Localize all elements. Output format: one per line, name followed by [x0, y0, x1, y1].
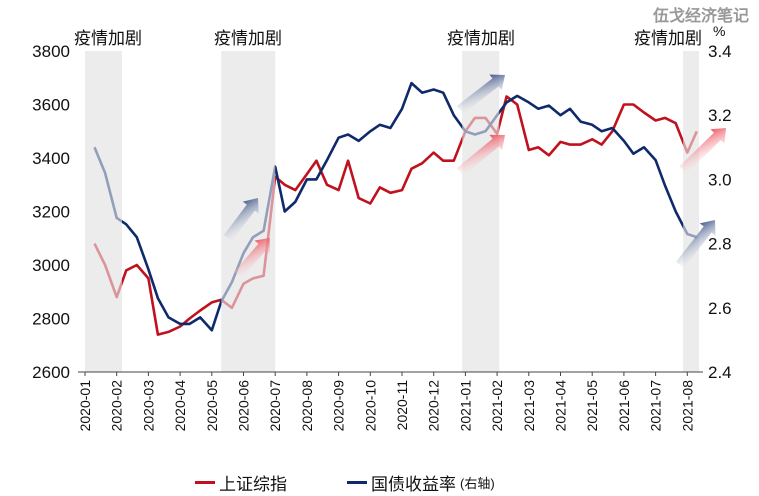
right-axis-unit: %: [713, 23, 725, 39]
band-label: 疫情加剧: [447, 29, 515, 48]
band-label: 疫情加剧: [74, 29, 142, 48]
red-arrow-icon: [456, 134, 505, 176]
x-tick-label: 2021-03: [521, 380, 537, 432]
x-tick-label: 2020-05: [204, 380, 220, 432]
legend-suffix: (右轴): [460, 476, 495, 491]
x-tick-label: 2020-06: [236, 380, 252, 432]
legend-label: 上证综指: [219, 475, 287, 494]
legend-swatch-red: [195, 481, 215, 484]
right-tick-label: 2.8: [708, 235, 732, 254]
left-tick-label: 3200: [32, 203, 70, 222]
x-tick-label: 2021-06: [616, 380, 632, 432]
x-tick-label: 2020-12: [426, 380, 442, 432]
x-tick-label: 2021-08: [679, 380, 695, 432]
legend-item-shanghai: 上证综指: [195, 470, 287, 495]
red-arrow-icon: [679, 128, 726, 174]
x-tick-label: 2021-04: [553, 380, 569, 432]
right-tick-label: 2.4: [708, 363, 732, 382]
red-arrow-icon: [234, 237, 271, 279]
left-tick-label: 3400: [32, 149, 70, 168]
x-tick-label: 2020-03: [140, 380, 156, 432]
right-tick-label: 3.2: [708, 106, 732, 125]
left-tick-label: 2600: [32, 363, 70, 382]
blue-arrow-icon: [456, 74, 505, 114]
right-tick-label: 2.6: [708, 299, 732, 318]
watermark: 伍戈经济笔记: [652, 8, 749, 25]
x-tick-label: 2020-10: [362, 380, 378, 432]
right-tick-label: 3.0: [708, 170, 732, 189]
band-label: 疫情加剧: [634, 29, 702, 48]
shaded-band-overlay: [683, 51, 699, 372]
x-tick-label: 2021-02: [489, 380, 505, 432]
x-tick-label: 2020-02: [109, 380, 125, 432]
series-line-shanghai: [93, 95, 698, 336]
x-tick-label: 2020-09: [331, 380, 347, 432]
left-tick-label: 3000: [32, 256, 70, 275]
blue-arrow-icon: [676, 220, 716, 269]
legend-label: 国债收益率: [371, 475, 456, 494]
shaded-band-overlay: [85, 51, 122, 372]
x-tick-label: 2020-04: [172, 380, 188, 432]
x-tick-label: 2020-11: [394, 380, 410, 431]
left-tick-label: 3800: [32, 42, 70, 61]
series-line-bond-yield: [93, 81, 698, 332]
left-tick-label: 3600: [32, 96, 70, 115]
x-tick-label: 2020-07: [267, 380, 283, 432]
x-tick-label: 2020-01: [77, 380, 93, 432]
blue-arrow-icon: [223, 197, 259, 241]
left-tick-label: 2800: [32, 310, 70, 329]
legend-item-bond-yield: 国债收益率 (右轴): [347, 470, 495, 495]
x-tick-label: 2020-08: [299, 380, 315, 432]
x-tick-label: 2021-01: [457, 380, 473, 432]
right-tick-label: 3.4: [708, 42, 732, 61]
legend-swatch-blue: [347, 481, 367, 484]
legend: 上证综指 国债收益率 (右轴): [195, 470, 495, 495]
x-tick-label: 2021-07: [648, 380, 664, 432]
band-label: 疫情加剧: [214, 29, 282, 48]
x-tick-label: 2021-05: [584, 380, 600, 432]
